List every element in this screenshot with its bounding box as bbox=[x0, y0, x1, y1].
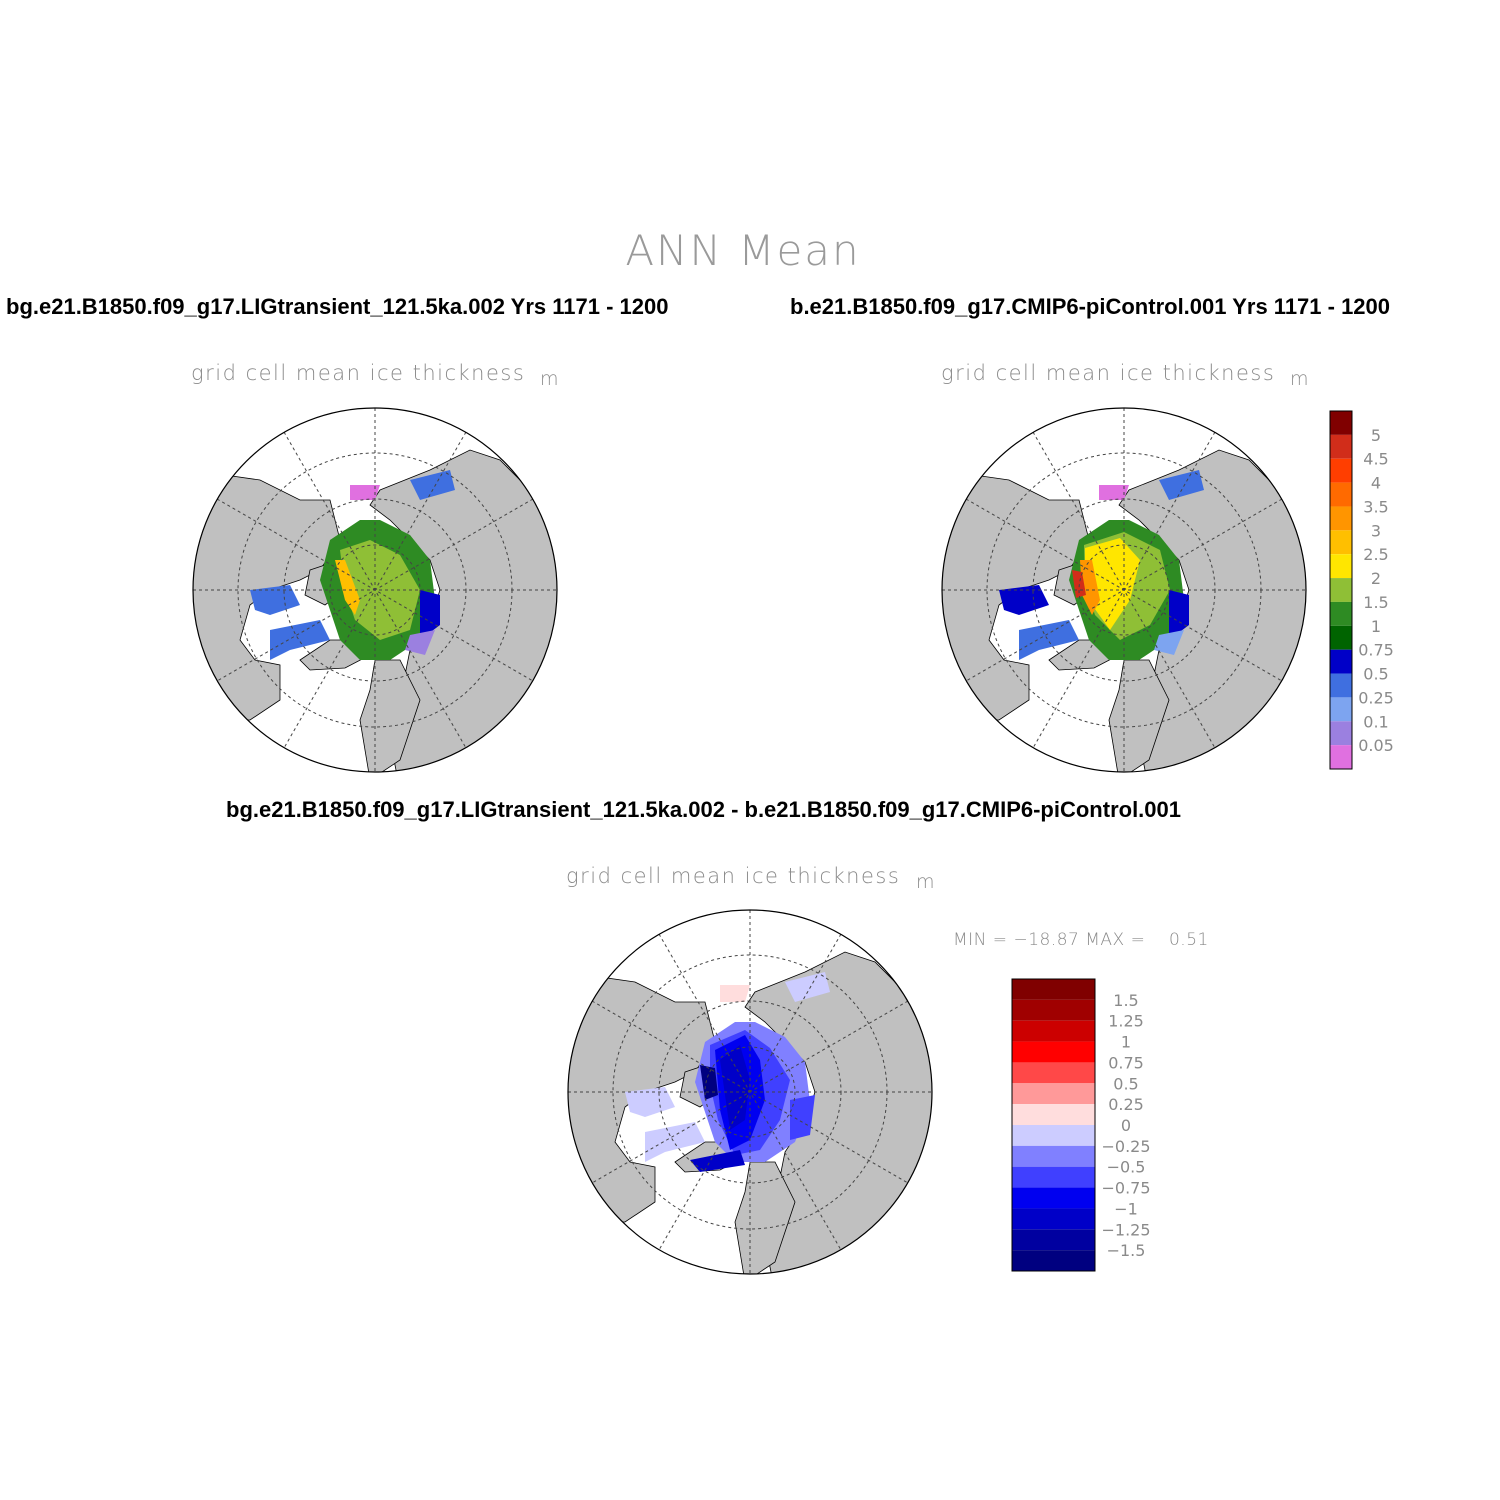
colorbar-tick-label: 5 bbox=[1371, 426, 1381, 445]
colorbar-tick-label: −0.75 bbox=[1101, 1179, 1150, 1198]
colorbar-swatch bbox=[1330, 649, 1352, 674]
colorbar-tick-label: 4.5 bbox=[1363, 450, 1388, 469]
colorbar-swatch bbox=[1012, 999, 1095, 1021]
colorbar-tick-label: −1 bbox=[1114, 1199, 1138, 1218]
colorbar-tick-label: 0.1 bbox=[1363, 712, 1388, 731]
ice-thickness-field bbox=[250, 470, 455, 660]
colorbar-tick-label: 0.5 bbox=[1363, 665, 1388, 684]
colorbar-tick-label: −0.25 bbox=[1101, 1137, 1150, 1156]
colorbar-swatch bbox=[1012, 1229, 1095, 1251]
panel3-units: m bbox=[916, 871, 935, 893]
colorbar-frame bbox=[1011, 978, 1096, 1272]
colorbar-swatch bbox=[1012, 1041, 1095, 1063]
colorbar-swatch bbox=[1330, 697, 1352, 722]
colorbar-tick-label: 1.25 bbox=[1108, 1012, 1144, 1031]
colorbar-swatch bbox=[1330, 458, 1352, 483]
colorbar-swatch bbox=[1330, 554, 1352, 579]
colorbar-tick-label: 1.5 bbox=[1363, 593, 1388, 612]
colorbar-tick-label: 1 bbox=[1371, 617, 1381, 636]
colorbar-swatch bbox=[1012, 1083, 1095, 1105]
colorbar-tick-label: 3 bbox=[1371, 521, 1381, 540]
colorbar-swatch bbox=[1012, 1187, 1095, 1209]
map-panel-1 bbox=[192, 407, 558, 773]
colorbar-swatch bbox=[1330, 625, 1352, 650]
colorbar-swatch bbox=[1330, 411, 1352, 435]
colorbar-swatch bbox=[1012, 1104, 1095, 1125]
colorbar-swatch bbox=[1330, 745, 1352, 769]
colorbar-swatch bbox=[1012, 1020, 1095, 1042]
ice-thickness-field bbox=[625, 972, 830, 1172]
colorbar-tick-label: −1.5 bbox=[1107, 1241, 1146, 1260]
figure-title: ANN Mean bbox=[625, 226, 861, 275]
colorbar-tick-label: 0.75 bbox=[1108, 1053, 1144, 1072]
colorbar-tick-label: −1.25 bbox=[1101, 1220, 1150, 1239]
colorbar-swatch bbox=[1330, 578, 1352, 602]
colorbar-swatch bbox=[1012, 1125, 1095, 1146]
colorbar-swatch bbox=[1330, 601, 1352, 626]
colorbar-tick-label: 0.25 bbox=[1108, 1095, 1144, 1114]
colorbar-swatch bbox=[1330, 506, 1352, 531]
colorbar-swatch bbox=[1330, 673, 1352, 698]
colorbar-tick-label: 2.5 bbox=[1363, 545, 1388, 564]
colorbar-tick-label: 2 bbox=[1371, 569, 1381, 588]
panel2-variable-title: grid cell mean ice thickness bbox=[941, 361, 1276, 385]
colorbar-tick-label: 0.25 bbox=[1358, 688, 1394, 707]
graticule bbox=[193, 408, 557, 772]
colorbar-swatch bbox=[1012, 1166, 1095, 1188]
panel2-units: m bbox=[1290, 368, 1309, 390]
graticule bbox=[942, 408, 1306, 772]
panel3-minmax: MIN = −18.87 MAX = 0.51 bbox=[953, 930, 1209, 950]
colorbar-tick-label: 0.75 bbox=[1358, 641, 1394, 660]
colorbar-tick-label: 1.5 bbox=[1113, 991, 1138, 1010]
colorbar-tick-label: 0.5 bbox=[1113, 1074, 1138, 1093]
panel2-case-title: b.e21.B1850.f09_g17.CMIP6-piControl.001 … bbox=[790, 294, 1391, 319]
colorbar-tick-label: 3.5 bbox=[1363, 497, 1388, 516]
panel1-case-title: bg.e21.B1850.f09_g17.LIGtransient_121.5k… bbox=[6, 294, 669, 319]
panel3-case-title: bg.e21.B1850.f09_g17.LIGtransient_121.5k… bbox=[226, 797, 1182, 822]
colorbar-tick-label: 0.05 bbox=[1358, 736, 1394, 755]
map-panel-3 bbox=[567, 909, 933, 1275]
colorbar-tick-label: 4 bbox=[1371, 474, 1381, 493]
colorbar-absolute: 5 4.5 4 3.5 3 2.5 2 1.5 1 0.75 0.5 0.25 0.1 0.05 bbox=[1329, 410, 1394, 770]
panel1-units: m bbox=[540, 368, 559, 390]
panel3-variable-title: grid cell mean ice thickness bbox=[566, 864, 901, 888]
colorbar-tick-label: −0.5 bbox=[1107, 1158, 1146, 1177]
colorbar-swatch bbox=[1012, 979, 1095, 1000]
colorbar-swatch bbox=[1330, 530, 1352, 555]
map-panel-2 bbox=[941, 407, 1307, 773]
colorbar-frame bbox=[1329, 410, 1353, 770]
colorbar-tick-label: 1 bbox=[1121, 1033, 1131, 1052]
colorbar-swatch bbox=[1012, 1208, 1095, 1230]
colorbar-swatch bbox=[1012, 1250, 1095, 1271]
colorbar-swatch bbox=[1330, 721, 1352, 746]
colorbar-tick-label: 0 bbox=[1121, 1116, 1131, 1135]
colorbar-difference: 1.5 1.25 10.75 0.5 0.25 0 −0.25 −0.5 −0.75−1 −1.2… bbox=[1011, 978, 1151, 1272]
colorbar-swatch bbox=[1012, 1145, 1095, 1167]
panel1-variable-title: grid cell mean ice thickness bbox=[191, 361, 526, 385]
colorbar-swatch bbox=[1330, 482, 1352, 507]
ice-thickness-field bbox=[999, 470, 1204, 660]
colorbar-swatch bbox=[1012, 1062, 1095, 1084]
graticule bbox=[568, 910, 932, 1274]
colorbar-swatch bbox=[1330, 434, 1352, 459]
